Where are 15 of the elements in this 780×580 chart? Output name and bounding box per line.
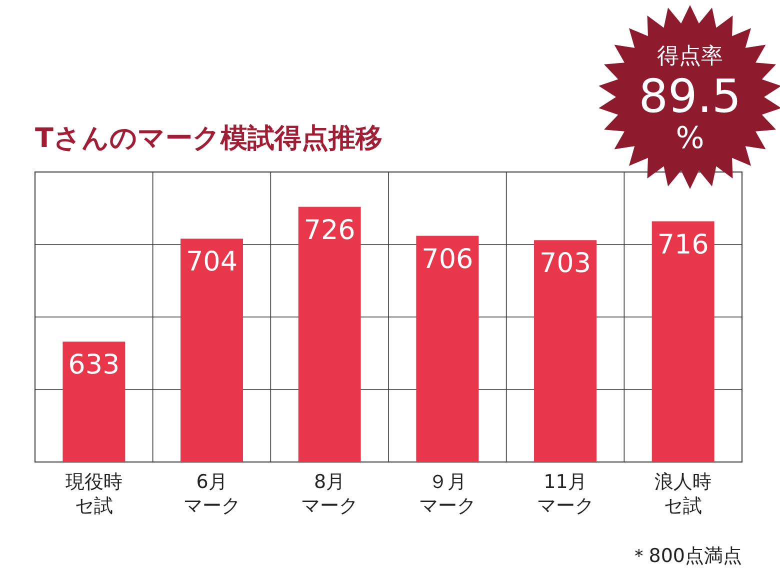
chart-title: Tさんのマーク模試得点推移 <box>35 123 382 154</box>
data-label: 716 <box>657 229 709 260</box>
data-label: 704 <box>186 246 238 278</box>
x-tick-label: 6月マーク <box>183 471 240 517</box>
x-tick-label: 現役時セ試 <box>65 471 122 517</box>
data-label: 703 <box>539 248 592 280</box>
x-tick-label: 浪人時セ試 <box>654 471 712 517</box>
data-label: 706 <box>422 244 474 275</box>
x-tick-label: 11月マーク <box>536 471 594 517</box>
text: ＊800点満点 <box>630 545 742 567</box>
text: 得点率 89.5 % <box>638 44 742 156</box>
data-label: 633 <box>68 350 120 381</box>
x-tick-label: ９月マーク <box>418 471 476 517</box>
data-label: 726 <box>304 214 356 246</box>
x-tick-label: 8月マーク <box>301 471 358 517</box>
